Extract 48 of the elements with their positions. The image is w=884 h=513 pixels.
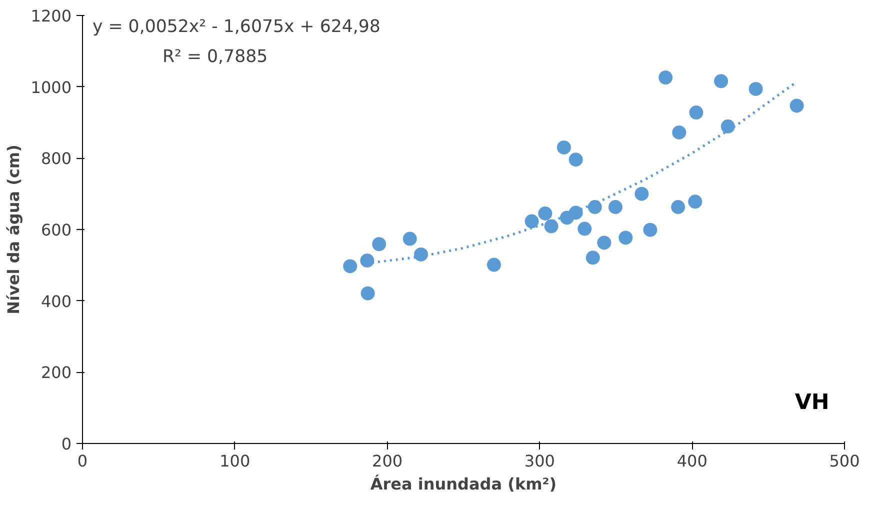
- point: [608, 200, 622, 214]
- point: [568, 152, 583, 167]
- y-tick-label: 600: [40, 220, 72, 240]
- point: [658, 70, 673, 85]
- x-tick-label: 0: [77, 452, 88, 470]
- point: [343, 259, 358, 274]
- y-tick-label: 400: [40, 292, 72, 311]
- point: [720, 119, 735, 134]
- point: [586, 250, 600, 265]
- y-tick-label: 1200: [30, 6, 72, 26]
- x-tick-label: 200: [372, 452, 403, 470]
- annotation: R² = 0,7885: [162, 47, 268, 68]
- point: [643, 222, 658, 237]
- annotation: VH: [794, 390, 830, 415]
- x-axis-title: Área inundada (km²): [370, 474, 557, 494]
- point: [689, 106, 704, 120]
- point: [568, 206, 583, 220]
- point: [544, 219, 558, 234]
- point: [634, 186, 649, 201]
- point: [688, 194, 702, 209]
- y-tick-label: 200: [40, 363, 72, 382]
- x-tick-label: 500: [829, 452, 860, 470]
- point: [714, 74, 728, 88]
- point: [360, 286, 375, 300]
- point: [748, 82, 763, 96]
- annotation: y = 0,0052x² - 1,6075x + 624,98: [92, 16, 380, 37]
- point: [486, 258, 501, 272]
- x-tick-label: 300: [524, 452, 555, 470]
- point: [588, 200, 602, 214]
- point: [618, 230, 633, 245]
- point: [402, 232, 417, 246]
- x-tick-label: 400: [676, 452, 708, 470]
- point: [597, 236, 612, 250]
- point: [790, 98, 804, 113]
- x-tick-label: 100: [220, 452, 250, 470]
- point: [671, 200, 686, 214]
- point: [414, 247, 428, 262]
- y-tick-label: 1000: [30, 78, 72, 97]
- point: [578, 222, 592, 236]
- point: [538, 206, 552, 220]
- y-tick-label: 0: [61, 434, 72, 454]
- point: [672, 126, 686, 140]
- y-axis-title: Nível da água (cm): [4, 144, 23, 314]
- point: [556, 140, 571, 154]
- point: [360, 254, 374, 268]
- point: [524, 214, 539, 228]
- point: [372, 237, 386, 252]
- y-tick-label: 800: [40, 149, 72, 168]
